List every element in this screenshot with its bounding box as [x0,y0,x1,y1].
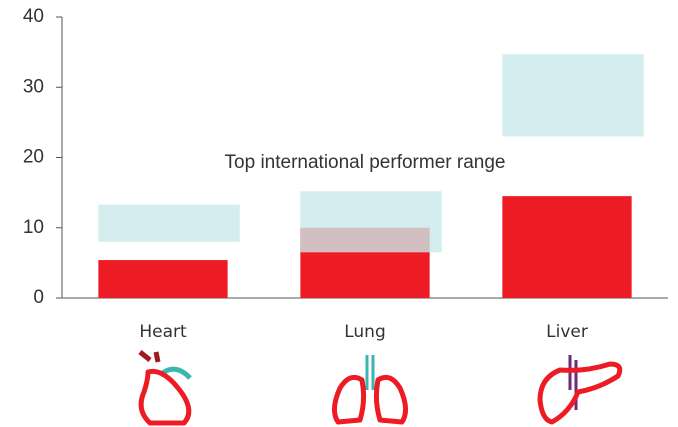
x-tick-label: Heart [139,322,187,342]
lung-icon [367,355,373,390]
annotation: Top international performer range [225,152,506,173]
y-tick-label: 20 [23,147,44,168]
heart-icon [141,371,189,423]
x-tick-label: Liver [546,322,588,342]
chart: 0 10 20 30 40 Heart Lung Liver Top international… [0,0,678,427]
y-tick-label: 0 [33,287,44,308]
x-tick-label: Lung [344,322,386,342]
organ-icons [140,352,620,423]
liver-icon [540,364,620,422]
lung-icon [334,377,405,422]
y-tick-label: 30 [23,76,44,97]
y-tick-label: 40 [23,6,44,27]
performer-range [98,205,239,242]
performer-range [300,191,441,252]
bar [98,260,227,298]
y-tick-label: 10 [23,217,44,238]
bar [502,196,631,298]
heart-icon [140,352,158,362]
performer-range [502,54,643,136]
